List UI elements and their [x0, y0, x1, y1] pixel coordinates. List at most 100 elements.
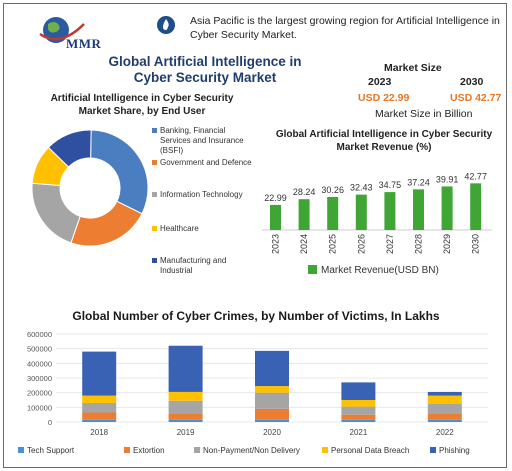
y-tick-label: 400000 — [27, 359, 52, 368]
stacked-bar-segment — [427, 403, 462, 414]
revenue-data-label: 42.77 — [464, 171, 487, 181]
flame-icon — [157, 16, 175, 34]
revenue-bar — [384, 192, 396, 230]
infographic-frame: MMR Asia Pacific is the largest growing … — [3, 3, 507, 468]
stacked-bar-segment — [82, 412, 117, 420]
stacked-bar-segment — [427, 395, 462, 404]
x-tick-label: 2018 — [90, 428, 108, 437]
revenue-x-tick: 2030 — [471, 234, 481, 254]
donut-slice — [31, 182, 81, 244]
y-tick-label: 500000 — [27, 345, 52, 354]
info-text: Asia Pacific is the largest growing regi… — [190, 15, 500, 41]
y-tick-label: 100000 — [27, 403, 52, 412]
stacked-bar-segment — [427, 413, 462, 420]
revenue-x-tick: 2025 — [328, 234, 338, 254]
stacked-bar-segment — [341, 406, 376, 415]
x-tick-label: 2022 — [436, 428, 454, 437]
revenue-data-label: 39.91 — [436, 174, 459, 184]
revenue-x-tick: 2024 — [299, 234, 309, 254]
stacked-bar-segment — [255, 392, 289, 409]
market-size-title: Market Size — [384, 62, 442, 74]
stacked-bar-segment — [255, 408, 289, 420]
revenue-legend: Market Revenue(USD BN) — [308, 265, 439, 276]
x-tick-label: 2020 — [263, 428, 281, 437]
stacked-bar-segment — [82, 395, 117, 403]
legend-swatch — [152, 258, 157, 263]
donut-slice — [70, 200, 143, 247]
legend-label: Personal Data Breach — [331, 446, 410, 455]
y-tick-label: 300000 — [27, 374, 52, 383]
revenue-data-label: 34.75 — [379, 180, 402, 190]
stacked-bar-segment — [427, 419, 462, 422]
revenue-data-label: 28.24 — [293, 187, 316, 197]
globe-logo-icon — [39, 17, 85, 43]
y-tick-label: 200000 — [27, 389, 52, 398]
cyber-crimes-legend-item: Tech Support — [18, 446, 74, 455]
legend-label: Phishing — [439, 446, 470, 455]
cyber-crimes-legend-item: Personal Data Breach — [322, 446, 409, 455]
legend-swatch — [194, 447, 200, 453]
revenue-x-tick: 2028 — [414, 234, 424, 254]
revenue-data-label: 22.99 — [264, 193, 287, 203]
donut-slice — [90, 129, 149, 215]
stacked-bar-segment — [168, 419, 203, 422]
legend-label: Tech Support — [27, 446, 75, 455]
legend-label: Extortion — [133, 446, 165, 455]
revenue-x-tick: 2027 — [385, 234, 395, 254]
donut-slice — [47, 129, 92, 168]
stacked-bar-segment — [255, 419, 289, 422]
stacked-bar-segment — [168, 413, 203, 420]
revenue-data-label: 37.24 — [407, 177, 430, 187]
legend-label: Manufacturing and Industrial — [160, 256, 227, 275]
stacked-bar-segment — [82, 351, 117, 396]
legend-swatch — [152, 192, 157, 197]
revenue-legend-label: Market Revenue(USD BN) — [321, 265, 439, 276]
cyber-crimes-legend-item: Extortion — [124, 446, 165, 455]
cyber-crimes-stacked-chart: 0 100000 200000 300000 400000 500000 600000 201… — [27, 330, 488, 437]
logo-text: MMR — [66, 36, 102, 51]
stacked-bar-segment — [341, 382, 376, 400]
donut-legend-item: Manufacturing and Industrial — [152, 256, 256, 276]
legend-swatch — [18, 447, 24, 453]
stacked-bar-segment — [255, 350, 289, 387]
revenue-legend-swatch — [308, 265, 317, 274]
revenue-bar-chart: 22.99 2023 28.24 2024 30.26 2025 32.43 2026 34.7… — [262, 171, 492, 254]
donut-legend-item: Healthcare — [152, 224, 256, 234]
revenue-chart-title: Global Artificial Intelligence in Cyber … — [275, 129, 493, 153]
revenue-x-tick: 2026 — [356, 234, 366, 254]
donut-legend-item: Information Technology — [152, 190, 256, 200]
stacked-bar-segment — [82, 402, 117, 413]
market-size-year-start: 2023 — [368, 76, 392, 88]
revenue-x-tick: 2023 — [271, 234, 281, 254]
revenue-bar — [327, 196, 339, 230]
revenue-data-label: 32.43 — [350, 183, 373, 193]
revenue-bar — [298, 199, 310, 230]
stacked-bar-segment — [168, 400, 203, 414]
market-size-year-end: 2030 — [460, 76, 484, 88]
donut-chart — [31, 129, 149, 247]
market-size-value-end: USD 42.77 — [450, 92, 502, 104]
stacked-bar-segment — [341, 414, 376, 420]
legend-label: Healthcare — [160, 224, 199, 233]
donut-chart-title: Artificial Intelligence in Cyber Securit… — [50, 93, 234, 117]
revenue-data-label: 30.26 — [321, 185, 344, 195]
revenue-bar — [441, 186, 453, 230]
donut-legend-item: Banking, Financial Services and Insuranc… — [152, 126, 256, 156]
legend-swatch — [152, 128, 157, 133]
cyber-crimes-legend-item: Non-Payment/Non Delivery — [194, 446, 300, 455]
legend-swatch — [322, 447, 328, 453]
legend-label: Banking, Financial Services and Insuranc… — [160, 126, 244, 155]
legend-swatch — [152, 160, 157, 165]
stacked-bar-segment — [255, 386, 289, 393]
stacked-bar-segment — [168, 391, 203, 401]
legend-label: Information Technology — [160, 190, 243, 199]
revenue-bar — [470, 183, 482, 230]
stacked-bar-segment — [427, 391, 462, 396]
x-tick-label: 2021 — [350, 428, 368, 437]
legend-swatch — [430, 447, 436, 453]
revenue-x-tick: 2029 — [442, 234, 452, 254]
cyber-crimes-chart-title: Global Number of Cyber Crimes, by Number… — [72, 309, 440, 323]
legend-swatch — [124, 447, 130, 453]
donut-legend-item: Government and Defence — [152, 158, 256, 168]
legend-label: Government and Defence — [160, 158, 252, 167]
